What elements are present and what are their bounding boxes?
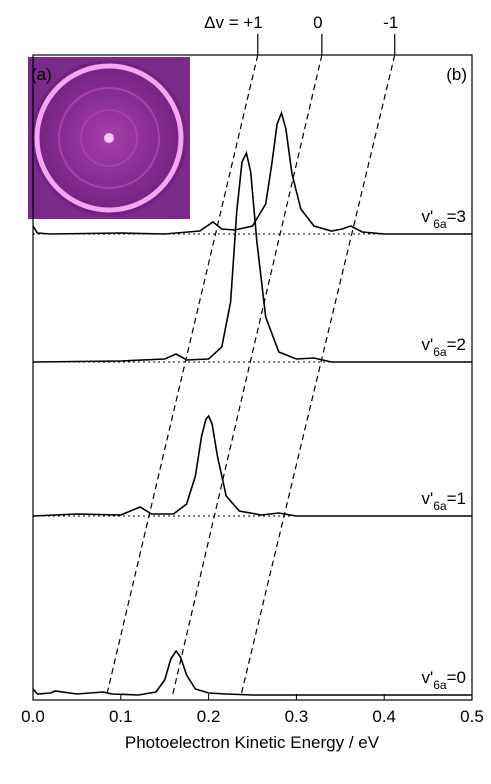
guide-label: -1 (383, 13, 398, 32)
series-label-part: 6a (433, 217, 447, 231)
x-axis-label: Photoelectron Kinetic Energy / eV (125, 733, 380, 752)
guide-line (241, 55, 395, 695)
series-label-part: v' (422, 207, 434, 226)
inset-image (28, 57, 190, 219)
panel-label: (b) (446, 65, 467, 84)
x-tick-label: 0.1 (109, 707, 133, 726)
series-label-part: =1 (447, 489, 466, 508)
x-tick-label: 0.0 (21, 707, 45, 726)
x-tick-label: 0.3 (285, 707, 309, 726)
series-label-part: v' (422, 668, 434, 687)
chart: (a) (b) Photoelectron Kinetic Energy / e… (0, 0, 491, 784)
series-label-part: 6a (433, 499, 447, 513)
spectrum-line (33, 651, 472, 695)
guide-label: 0 (313, 13, 322, 32)
series-label: v'6a=2 (422, 335, 467, 359)
x-tick-label: 0.5 (460, 707, 484, 726)
x-tick-label: 0.2 (197, 707, 221, 726)
series-label-part: v' (422, 335, 434, 354)
series-label-part: =0 (447, 668, 466, 687)
x-tick-label: 0.4 (372, 707, 396, 726)
series-label-part: v' (422, 489, 434, 508)
guide-label: Δv = +1 (204, 13, 263, 32)
series-label-part: =2 (447, 335, 466, 354)
guide-line (173, 55, 322, 695)
series-label: v'6a=1 (422, 489, 467, 513)
series-label: v'6a=0 (422, 668, 467, 692)
series-label-part: 6a (433, 678, 447, 692)
series-label-part: =3 (447, 207, 466, 226)
spectrum-line (33, 416, 472, 516)
series-label-part: 6a (433, 345, 447, 359)
series-label: v'6a=3 (422, 207, 467, 231)
panel-label: (a) (31, 65, 52, 84)
